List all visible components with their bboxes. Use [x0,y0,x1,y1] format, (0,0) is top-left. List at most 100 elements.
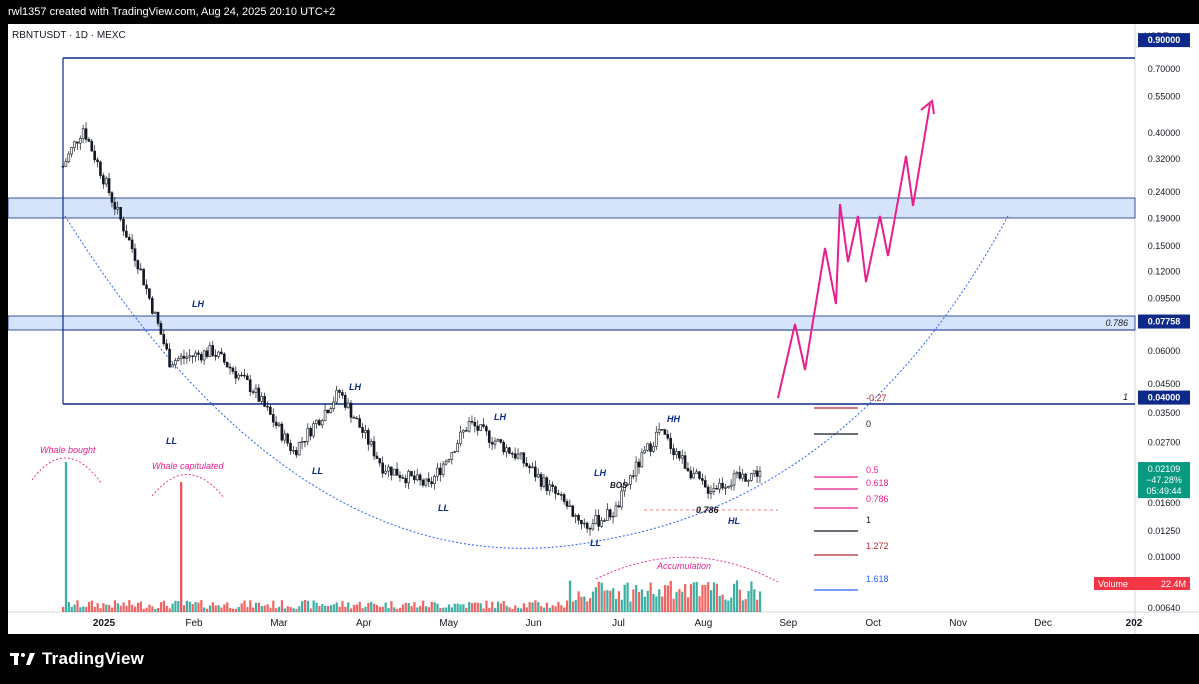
candle-body [519,452,523,455]
candle-body [355,417,359,420]
candle-body [303,441,307,443]
price-tick-2: 0.55000 [1148,92,1181,102]
candle-body [392,468,396,476]
candle-body [441,463,445,475]
label-accumulation: Accumulation [656,561,711,571]
tradingview-logo[interactable]: TradingView [10,649,144,669]
candle-body [407,471,410,484]
volume-bar [534,600,537,612]
volume-bar [735,580,739,612]
volume-bar [200,600,203,612]
resistance-zone-lower [8,315,1136,331]
volume-bar [597,581,600,612]
volume-bar [701,584,704,612]
candle-body [588,528,592,530]
candle-body [297,442,301,456]
volume-bar [617,591,621,612]
candle-body [643,449,647,454]
candle-body [73,141,76,148]
candle-body [574,515,577,517]
candle-body [372,441,376,457]
candle-body [153,311,157,314]
candle-body [61,165,65,168]
price-axis[interactable]: USDT 0.900000.700000.550000.400000.32000… [1094,31,1190,613]
candle-body [234,371,238,379]
volume-bar [416,607,419,612]
label-lh-4: LH [594,468,606,478]
candle-body [326,409,330,414]
volume-bar [76,600,79,612]
candle-body [626,484,629,486]
volume-bar [528,602,531,612]
volume-bar [278,606,281,612]
volume-bar [113,600,117,612]
volume-bar [283,608,286,612]
volume-bar [447,604,451,612]
candle-body [539,474,543,487]
candle-body [487,430,491,443]
candle-body [122,218,125,232]
label-whale-bought: Whale bought [40,445,96,455]
volume-bar [499,603,502,612]
chart-area[interactable]: 0.786 1 -0.27 0 0.5 0.618 0. [8,24,1199,634]
candle-body [568,505,572,507]
candle-body [243,374,246,377]
volume-bar [531,602,534,612]
candle-body [738,472,742,479]
candle-body [205,350,209,357]
volume-bar [741,600,744,612]
fib-label-neg027: -0.27 [866,393,887,403]
candle-body [176,358,180,361]
candle-body [110,192,114,203]
attribution-header: rwl1357 created with TradingView.com, Au… [0,0,1199,24]
volume-bar [309,608,312,612]
volume-bar [678,589,681,612]
volume-bar [203,607,206,612]
volume-bar [116,603,119,612]
volume-bar [131,604,134,612]
candle-body [390,466,393,476]
candle-body [231,367,235,372]
candle-body [335,390,338,403]
volume-bar [681,591,684,612]
volume-bar [712,582,716,612]
candle-body [453,451,456,453]
candle-body [343,395,347,408]
volume-bar [352,604,356,612]
candle-body [715,487,719,490]
candle-body [623,484,626,492]
candle-body [732,473,736,486]
candle-body [364,429,367,433]
candle-body [528,465,531,469]
candle-body [320,420,324,426]
volume-bar [710,590,713,612]
candle-body [554,486,557,494]
volume-badge-bg [1094,577,1190,590]
volume-bar [626,582,629,612]
time-axis[interactable]: 2025 Feb Mar Apr May Jun Jul Aug Sep Oct Nov Dec 202 [93,618,1143,629]
candle-body [744,473,747,482]
candle-body [534,466,537,478]
candle-body [358,418,361,428]
volume-bar [246,607,249,612]
volume-bar [214,605,217,612]
volume-badge-value: 22.4M [1161,579,1186,589]
time-tick-12: 202 [1126,618,1143,629]
volume-bar [110,607,114,612]
volume-bar [470,603,474,612]
price-chart[interactable]: 0.786 1 -0.27 0 0.5 0.618 0. [8,24,1199,634]
candle-body [286,433,289,444]
volume-bar [182,605,186,612]
volume-bar [174,600,177,612]
volume-bar [756,599,759,612]
candle-body [274,421,278,426]
volume-bar [401,604,405,612]
candle-body [90,140,94,152]
candle-body [430,481,433,485]
candle-body [557,493,560,495]
candle-body [102,175,105,185]
candle-body [464,430,468,432]
volume-bar [159,602,163,612]
volume-bar [718,596,721,612]
candle-body [490,442,494,445]
